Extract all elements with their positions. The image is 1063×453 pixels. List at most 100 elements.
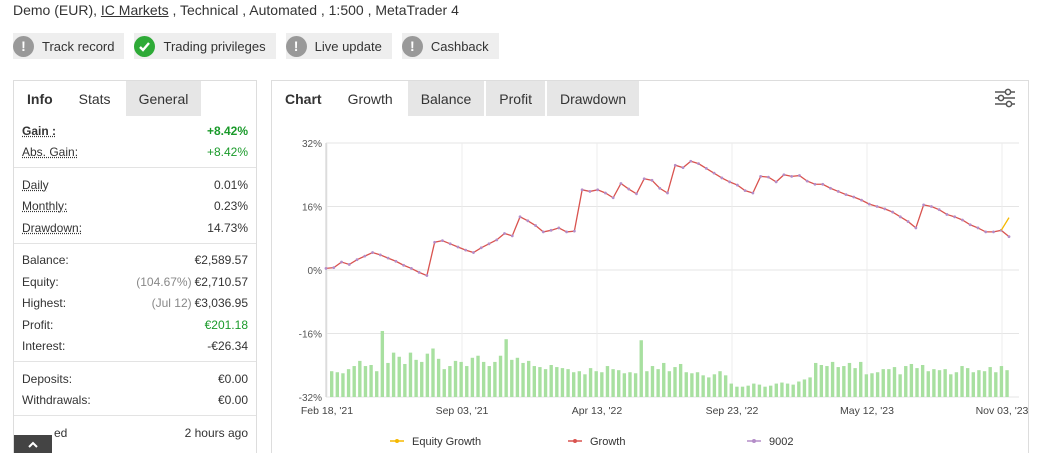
volume-bar [481, 361, 486, 397]
equity-amount: €2,710.57 [194, 274, 248, 289]
data-point [728, 180, 731, 184]
tab-info[interactable]: Info [27, 90, 53, 107]
tab-stats[interactable]: Stats [78, 90, 111, 107]
volume-bar [633, 373, 638, 397]
volume-bar [386, 362, 390, 397]
volume-bar [943, 369, 947, 397]
data-point [518, 215, 522, 219]
volume-bar [459, 361, 463, 397]
badge-label: Track record [42, 38, 115, 54]
volume-bar [780, 382, 784, 397]
volume-bar [875, 372, 880, 397]
volume-bar [662, 362, 666, 397]
volume-bar [628, 372, 632, 397]
volume-bar [656, 369, 660, 397]
live-update-badge[interactable]: ! Live update [285, 33, 392, 59]
volume-bar [752, 383, 756, 397]
volume-bar [712, 374, 717, 397]
data-point [510, 234, 514, 238]
tab-drawdown[interactable]: Drawdown [546, 81, 640, 116]
data-point [386, 256, 390, 260]
volume-bar [932, 369, 936, 397]
data-point [937, 208, 941, 212]
legend-marker [573, 439, 577, 443]
data-point [836, 190, 840, 193]
volume-bar [814, 362, 818, 397]
volume-bar [617, 370, 621, 397]
data-point [867, 202, 871, 206]
data-point [898, 215, 902, 219]
volume-bar [375, 371, 379, 397]
data-point [588, 190, 592, 193]
volume-bar [740, 386, 745, 397]
y-tick-label: 16% [302, 203, 322, 214]
volume-bar [639, 340, 643, 397]
data-point [394, 259, 398, 263]
volume-bar [673, 367, 677, 397]
volume-bar [352, 366, 356, 397]
volume-bar [988, 367, 992, 397]
equity-percent: (104.67%) [136, 274, 192, 289]
volume-bar [470, 357, 475, 397]
data-point [906, 220, 910, 223]
data-point [984, 230, 988, 234]
tab-profit[interactable]: Profit [486, 81, 545, 116]
data-point [922, 203, 926, 207]
volume-bar [797, 381, 801, 397]
volume-bar [600, 372, 604, 397]
volume-bar [718, 371, 722, 397]
growth-chart[interactable]: 32% 16% 0% -16% -32%Feb 18, '21 Sep 03, '21 Ap… [272, 121, 1028, 453]
volume-bar [892, 367, 897, 397]
volume-bar [690, 373, 694, 397]
data-point [813, 182, 817, 186]
tab-growth[interactable]: Growth [347, 90, 393, 107]
stat-label[interactable]: Abs. Gain: [22, 145, 79, 160]
stat-label[interactable]: Drawdown: [22, 220, 83, 235]
stat-value: 2 hours ago [184, 425, 248, 440]
tab-chart[interactable]: Chart [285, 90, 322, 107]
volume-bar [397, 356, 401, 397]
tab-general[interactable]: General [125, 81, 202, 116]
stat-label: Profit: [22, 317, 54, 332]
trading-privileges-badge[interactable]: Trading privileges [134, 33, 276, 59]
highest-amount: €3,036.95 [194, 296, 248, 311]
data-point [635, 192, 638, 196]
stat-updated: ed 2 hours ago [22, 422, 248, 444]
volume-bar [425, 353, 430, 397]
data-point [743, 189, 747, 193]
data-point [557, 226, 561, 230]
data-point [425, 274, 429, 277]
divider [14, 415, 256, 416]
account-summary: Demo (EUR), IC Markets , Technical , Aut… [13, 2, 459, 18]
volume-bar [577, 371, 582, 397]
volume-bar [408, 352, 413, 397]
chart-settings-icon[interactable] [994, 88, 1016, 110]
stat-balance: Balance: €2,589.57 [22, 250, 248, 272]
y-tick-label: -16% [299, 330, 322, 341]
volume-bar [791, 384, 795, 397]
volume-bar [802, 379, 807, 397]
data-point [891, 210, 894, 214]
data-point [968, 223, 972, 227]
x-tick-label: Feb 18, '21 [301, 405, 353, 417]
data-point [914, 226, 918, 230]
data-point [627, 187, 631, 191]
volume-bar [881, 369, 885, 397]
volume-bar [476, 355, 480, 397]
cashback-badge[interactable]: ! Cashback [401, 33, 499, 59]
stat-label[interactable]: Daily [22, 177, 49, 192]
broker-link[interactable]: IC Markets [100, 2, 169, 18]
legend-marker [752, 439, 756, 443]
scroll-up-button[interactable] [14, 435, 52, 453]
data-point [340, 260, 343, 264]
track-record-badge[interactable]: ! Track record [13, 33, 125, 59]
tab-balance[interactable]: Balance [407, 81, 485, 116]
volume-bar [723, 375, 728, 397]
volume-bar [808, 377, 812, 397]
volume-bar [949, 374, 953, 397]
stat-label[interactable]: Monthly: [22, 199, 68, 214]
data-point [689, 159, 693, 163]
stat-label[interactable]: Gain : [22, 123, 57, 138]
stat-deposits: Deposits: €0.00 [22, 368, 248, 390]
stat-label: Interest: [22, 339, 66, 354]
